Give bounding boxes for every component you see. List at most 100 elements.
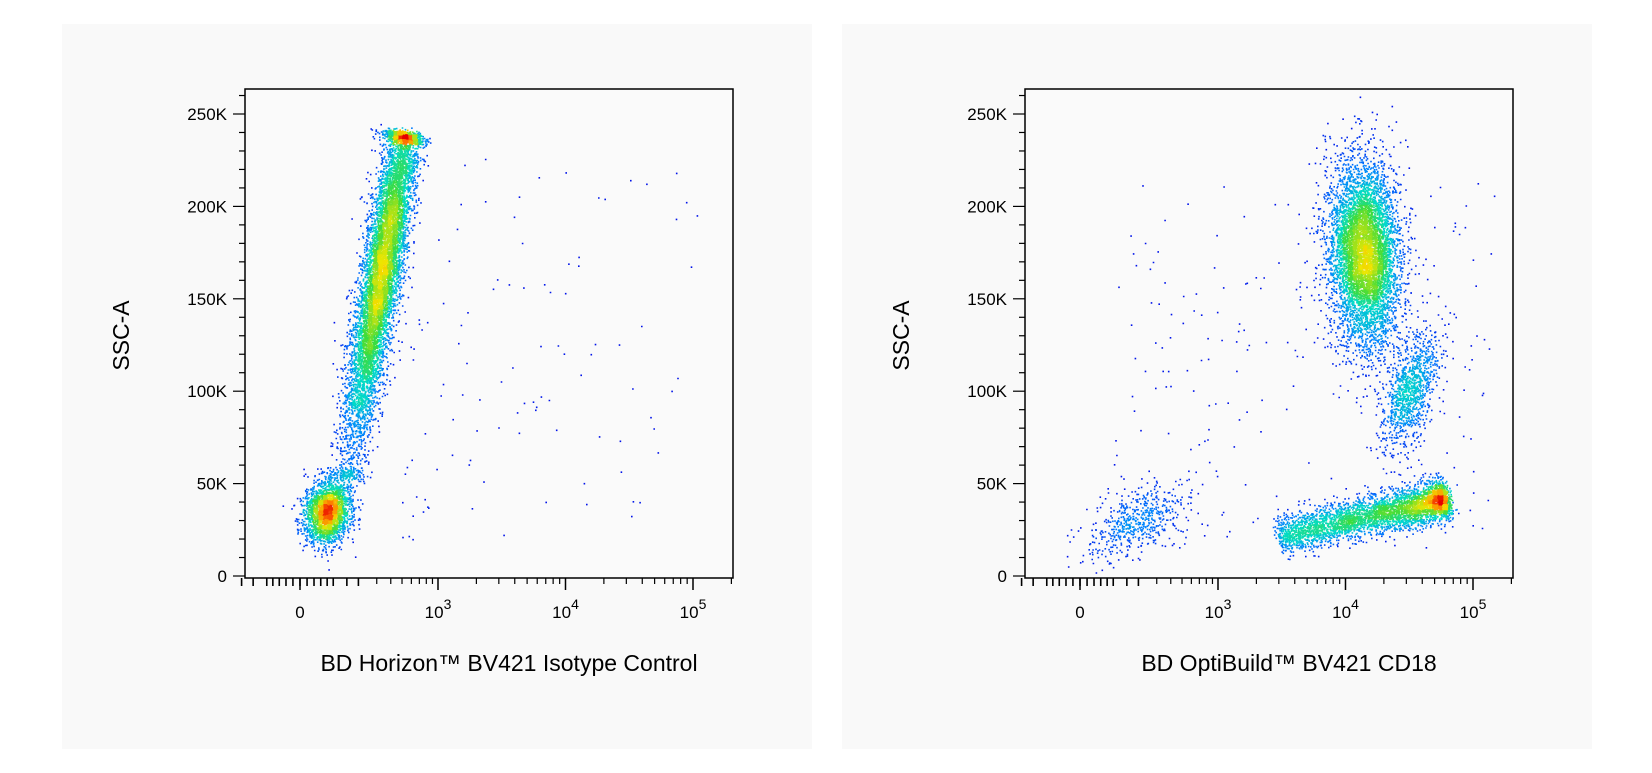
event-dot-series (1367, 299, 1373, 306)
event-dot-series (1342, 524, 1349, 531)
event-dot-series (1352, 229, 1374, 236)
event-dot-series (382, 269, 389, 276)
event-dot-series (1312, 514, 1318, 521)
event-dots (1066, 96, 1496, 574)
event-dot-series (1372, 259, 1379, 266)
event-dot-series (1417, 504, 1424, 511)
plot-frame (1024, 88, 1514, 579)
event-dot-series (407, 134, 414, 141)
event-dot-series (377, 324, 384, 331)
event-dot-series (382, 189, 389, 196)
event-dot-series (1342, 234, 1349, 241)
event-dot-series (1422, 509, 1429, 516)
event-dot-series (362, 369, 379, 391)
event-dot-series (372, 279, 379, 286)
event-dot-series (1332, 264, 1393, 311)
event-dot-series (372, 299, 379, 306)
event-dot-series (383, 149, 389, 154)
event-dot-series (1352, 294, 1359, 301)
event-dot-series (1347, 519, 1354, 526)
event-dot-series (1372, 304, 1379, 311)
event-dot-series (1362, 289, 1369, 296)
event-dot-series (372, 249, 379, 256)
event-dot-series (382, 224, 394, 236)
event-dot-series (362, 294, 393, 311)
event-dot-series (377, 369, 384, 375)
event-dot-series (322, 509, 329, 516)
event-dot-series (397, 129, 404, 136)
event-dot-series (372, 339, 379, 351)
event-dot-series (1357, 229, 1369, 236)
event-dot-series (382, 299, 389, 306)
event-dot-series (382, 259, 389, 266)
event-dot-series (358, 430, 364, 436)
event-dot-series (1352, 299, 1359, 305)
event-dot-series (1377, 254, 1384, 261)
event-dot-series (317, 514, 324, 521)
event-dot-series (387, 309, 393, 316)
event-dot-series (367, 379, 374, 386)
event-dot-series (1397, 499, 1404, 506)
event-dot-series (377, 269, 384, 276)
event-dot-series (1347, 239, 1379, 295)
x-tick-label: 103 (425, 596, 452, 622)
event-dot-series (1437, 489, 1444, 496)
event-dot-series (1347, 259, 1354, 266)
event-dot-series (402, 194, 409, 201)
event-dot-series (1327, 524, 1334, 531)
event-dot-series (332, 524, 339, 531)
event-dot-series (387, 129, 418, 136)
event-dot-series (327, 514, 334, 521)
event-dot-series (372, 304, 379, 311)
event-dot-series (397, 144, 404, 186)
event-dot-series (317, 524, 324, 531)
event-dot-series (382, 194, 389, 200)
event-dot-series (347, 419, 354, 426)
event-dot-series (1432, 504, 1439, 511)
event-dot-series (307, 494, 314, 500)
event-dot-series (322, 529, 329, 536)
event-dot-series (402, 129, 409, 136)
event-dot-series (1337, 264, 1394, 311)
event-dot-series (377, 249, 389, 281)
scatter-plot-0: 0 50K 100K 150K 200K 250K 0 103 104 105 BD Horizon… (108, 88, 734, 676)
event-dot-series (1357, 519, 1364, 526)
event-dot-series (1362, 244, 1369, 251)
event-dot-series (1332, 524, 1339, 531)
event-dot-series (377, 289, 384, 296)
event-dot-series (1367, 254, 1374, 261)
event-dot-series (322, 514, 329, 521)
event-dot-series (357, 399, 364, 406)
event-dot-series (1357, 294, 1364, 301)
event-dot-series (1367, 519, 1374, 526)
event-dot-series (1357, 249, 1384, 296)
event-dot-series (1427, 514, 1434, 521)
event-dot-series (317, 519, 324, 526)
event-dot-series (332, 514, 339, 520)
event-dot-series (1352, 224, 1369, 256)
x-tick-label: 105 (1460, 596, 1487, 622)
event-dot-series (402, 184, 409, 191)
event-dot-series (1352, 209, 1359, 216)
event-dot-series (372, 324, 379, 331)
event-dot-series (1367, 244, 1374, 251)
event-dot-series (1432, 489, 1439, 496)
x-axis: 0 103 104 105 (240, 578, 732, 622)
event-dot-series (1442, 489, 1449, 496)
event-dot-series (1362, 209, 1369, 216)
event-dot-series (1372, 274, 1379, 281)
event-dot-series (387, 204, 394, 211)
event-dot-series (1372, 229, 1384, 266)
event-dot-series (1362, 234, 1374, 241)
x-tick-label: 105 (680, 596, 707, 622)
event-dot-series (327, 499, 334, 506)
event-dot-series (387, 219, 394, 226)
event-dot-series (1327, 164, 1378, 545)
event-dot-series (327, 494, 334, 501)
event-dot-series (1372, 514, 1379, 521)
event-dot-series (1347, 244, 1354, 251)
event-dot-series (1357, 264, 1364, 271)
event-dot-series (1422, 504, 1429, 511)
scatter-plot-1: 0 50K 100K 150K 200K 250K 0 103 104 105 BD OptiBui… (888, 88, 1514, 676)
event-dot-series (387, 279, 393, 286)
